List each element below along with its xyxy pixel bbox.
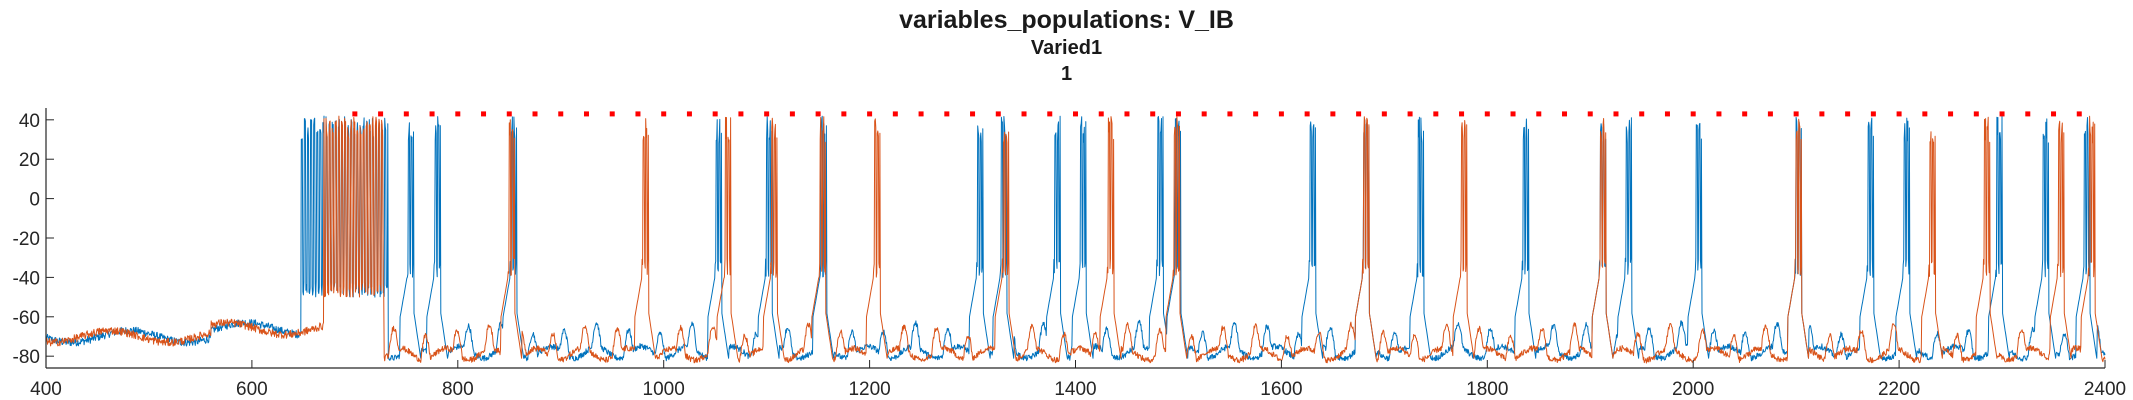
x-tick-label: 600 [236,379,268,400]
spike-marker [944,111,950,117]
spike-marker [1639,111,1645,117]
spike-marker [1587,111,1593,117]
spike-marker [1896,111,1902,117]
x-tick-label: 800 [442,379,474,400]
spike-marker [1381,111,1387,117]
spike-marker [789,111,795,117]
spike-marker [970,111,976,117]
spike-marker [918,111,924,117]
spike-marker [558,111,564,117]
spike-marker [1278,111,1284,117]
spike-marker [1845,111,1851,117]
spike-marker [995,111,1001,117]
spike-marker [1870,111,1876,117]
spike-marker [1330,111,1336,117]
spike-marker [686,111,692,117]
spike-marker [506,111,512,117]
x-tick-label: 2000 [1672,379,1714,400]
spike-marker [1459,111,1465,117]
spike-marker [1484,111,1490,117]
x-tick-label: 2200 [1878,379,1920,400]
spike-marker [661,111,667,117]
spike-marker [1613,111,1619,117]
axes: 400 600 800 1000 1200 1400 1600 1800 2000 2200 240… [13,108,2126,400]
spike-marker [1793,111,1799,117]
plot-series [45,115,2106,364]
spike-marker [1407,111,1413,117]
spike-marker [635,111,641,117]
series-line-1 [45,115,2106,362]
chart-subtitle-1: Varied1 [1030,37,1103,59]
spike-marker [1073,111,1078,117]
x-tick-label: 1800 [1466,379,1508,400]
spike-marker [2051,111,2057,117]
spike-marker [352,111,358,117]
spike-marker [841,111,847,117]
spike-marker [1098,111,1104,117]
y-tick-label: 20 [19,150,40,171]
spike-marker [2025,111,2031,117]
spike-marker [738,111,744,117]
spike-marker [1973,111,1979,117]
spike-marker [1047,111,1053,117]
y-tick-label: -80 [13,347,40,368]
spike-marker [429,111,435,117]
spike-marker [1356,111,1362,117]
spike-marker [1716,111,1722,117]
spike-marker [481,111,487,117]
spike-marker [1253,111,1259,117]
x-tick-label: 1000 [643,379,685,400]
spike-marker [583,111,589,117]
spike-marker [1664,111,1670,117]
spike-marker [1536,111,1542,117]
x-tick-label: 400 [30,379,62,400]
x-tick-label: 1400 [1054,379,1096,400]
x-tick-label: 2400 [2084,379,2126,400]
spike-marker [1767,111,1773,117]
spike-marker [609,111,615,117]
spike-marker [1150,111,1156,117]
spike-marker [1948,111,1954,117]
y-tick-label: 40 [19,111,40,132]
spike-marker [892,111,898,117]
y-tick-label: -20 [13,229,40,250]
spike-marker [712,111,718,117]
spike-marker [1021,111,1027,117]
spike-marker [378,111,384,117]
spike-marker [1433,111,1439,117]
spike-marker [455,111,461,117]
spike-marker [1227,111,1233,117]
spike-marker [867,111,873,117]
spike-marker [1690,111,1696,117]
chart-title: variables_populations: V_IB [899,6,1234,34]
spike-marker [1922,111,1928,117]
spike-marker [815,111,821,117]
title-block: variables_populations: V_IB Varied1 1 [0,6,2133,87]
spike-marker [2076,111,2082,117]
spike-marker [1562,111,1568,117]
x-tick-label: 1200 [848,379,890,400]
spike-marker [1201,111,1207,117]
spike-marker [1175,111,1181,117]
x-tick-label: 1600 [1260,379,1302,400]
series-line-2 [45,115,2106,364]
spike-marker [532,111,538,117]
spike-marker [1304,111,1310,117]
spike-marker [403,111,409,117]
spike-marker [1819,111,1825,117]
y-tick-label: -40 [13,268,40,289]
spike-marker [764,111,770,117]
y-tick-label: 0 [29,190,40,211]
chart-subtitle-2: 1 [1060,63,1073,85]
spike-marker [1742,111,1748,117]
y-tick-label: -60 [13,308,40,329]
spike-marker [1510,111,1516,117]
spike-markers [352,111,2082,117]
spike-marker [1124,111,1130,117]
spike-marker [1999,111,2005,117]
